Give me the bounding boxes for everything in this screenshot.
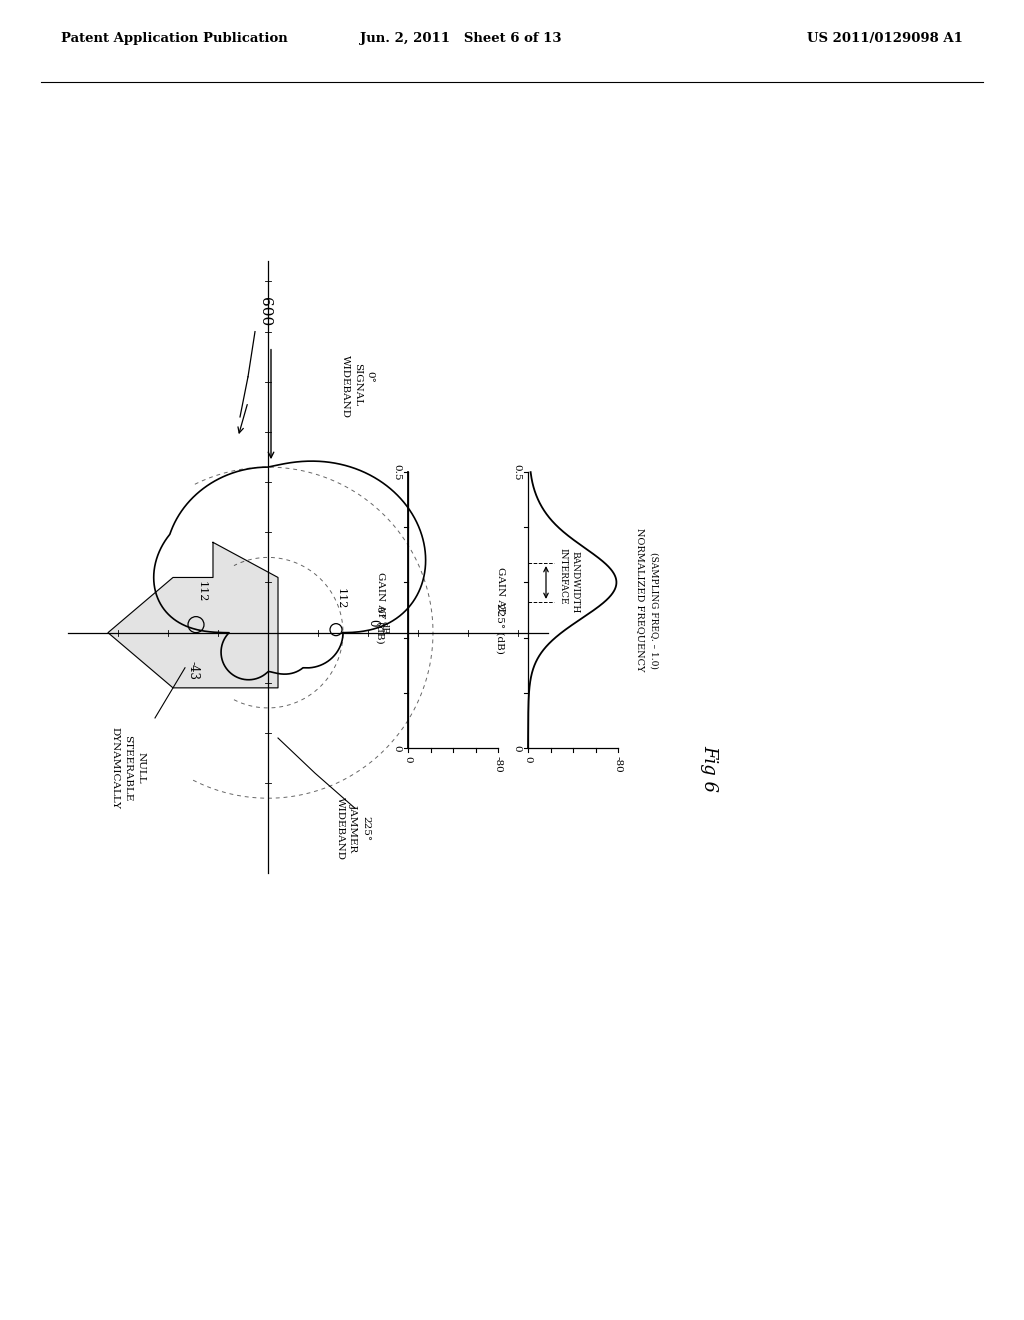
Text: 112: 112 [336, 589, 346, 610]
Polygon shape [108, 543, 278, 688]
Text: NORMALIZED FREQUENCY: NORMALIZED FREQUENCY [636, 528, 644, 672]
Text: NULL: NULL [136, 752, 145, 784]
Text: 0: 0 [392, 744, 401, 751]
Text: WIDEBAND: WIDEBAND [336, 797, 344, 859]
Text: 0: 0 [367, 619, 380, 627]
Text: US 2011/0129098 A1: US 2011/0129098 A1 [807, 32, 963, 45]
Text: -43: -43 [186, 661, 200, 680]
Text: 0: 0 [512, 744, 521, 751]
Text: 0.5: 0.5 [392, 463, 401, 480]
Text: Fig 6: Fig 6 [700, 746, 718, 792]
Text: WIDEBAND: WIDEBAND [341, 355, 349, 418]
Text: Patent Application Publication: Patent Application Publication [61, 32, 288, 45]
Text: SIGNAL: SIGNAL [353, 363, 362, 407]
Text: -80: -80 [613, 756, 623, 772]
Text: Jun. 2, 2011   Sheet 6 of 13: Jun. 2, 2011 Sheet 6 of 13 [360, 32, 561, 45]
Text: -80: -80 [494, 756, 503, 772]
Text: JAMMER: JAMMER [348, 804, 357, 853]
Text: 600: 600 [258, 297, 272, 326]
Text: 0: 0 [403, 756, 413, 763]
Text: 0.5: 0.5 [512, 463, 521, 480]
Text: 0: 0 [523, 756, 532, 763]
Text: 225°: 225° [361, 816, 371, 841]
Text: 112: 112 [197, 581, 207, 602]
Text: 225° (dB): 225° (dB) [496, 603, 505, 653]
Text: 0°: 0° [366, 371, 375, 383]
Text: STEERABLE: STEERABLE [124, 735, 132, 801]
Text: INTERFACE: INTERFACE [558, 548, 567, 605]
Text: dB: dB [380, 620, 388, 635]
Text: GAIN AT: GAIN AT [496, 566, 505, 614]
Text: 0° (dB): 0° (dB) [376, 606, 384, 644]
Text: DYNAMICALLY: DYNAMICALLY [111, 727, 120, 809]
Text: GAIN AT: GAIN AT [376, 572, 384, 618]
Text: (SAMPLING FREQ. – 1.0): (SAMPLING FREQ. – 1.0) [649, 552, 658, 668]
Text: BANDWIDTH: BANDWIDTH [570, 552, 579, 614]
